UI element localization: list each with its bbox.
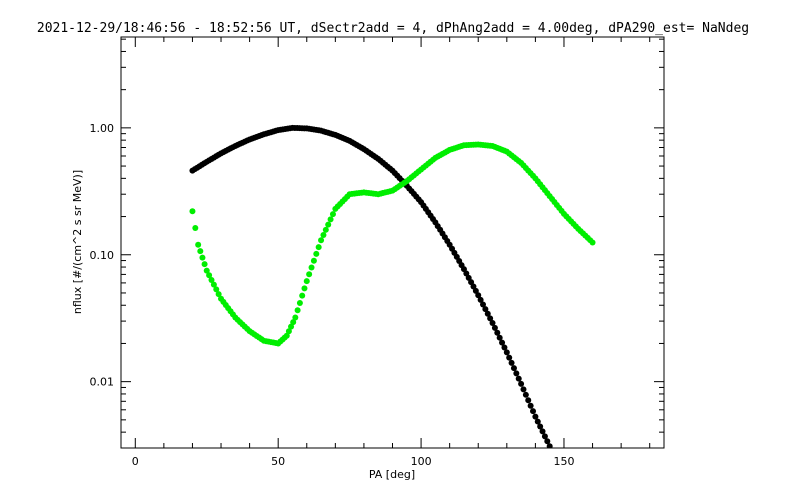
series-2-point — [296, 299, 303, 306]
series-2-point — [310, 257, 317, 264]
series-2-point — [292, 314, 299, 321]
series-2-point — [303, 278, 310, 285]
series-1-point — [508, 359, 515, 366]
series-1-point — [539, 428, 546, 435]
series-1-point — [475, 292, 482, 299]
x-axis-label: PA [deg] — [369, 468, 415, 481]
series-2-point — [197, 248, 204, 255]
series-2-point — [322, 226, 329, 233]
series-2-point — [288, 323, 295, 330]
series-1-point — [532, 413, 539, 420]
series-1-point — [510, 365, 517, 372]
y-tick-label: 0.10 — [90, 249, 115, 262]
series-1-point — [546, 443, 553, 448]
series-1-point — [482, 306, 489, 313]
series-1-point — [563, 481, 569, 487]
series-1-point — [544, 438, 551, 445]
x-tick-label: 0 — [132, 455, 139, 468]
series-2 — [189, 141, 596, 347]
x-tick-label: 100 — [411, 455, 432, 468]
series-1-point — [506, 354, 513, 361]
series-2-point — [318, 237, 325, 244]
series-2-point — [290, 319, 297, 326]
chart-title: 2021-12-29/18:46:56 - 18:52:56 UT, dSect… — [37, 21, 749, 36]
y-tick-labels: 0.01 0.10 1.00 — [90, 122, 115, 389]
series-2-point — [213, 286, 220, 293]
series-2-point — [208, 276, 215, 283]
series-1-point — [503, 349, 510, 356]
series-1-point — [541, 433, 548, 440]
series-2-point — [189, 208, 196, 215]
series-2-point — [285, 328, 292, 335]
series-1-point — [525, 397, 532, 404]
series-2-point — [294, 307, 301, 314]
series-1-point — [527, 402, 534, 409]
series-2-point — [206, 272, 213, 279]
series-2-point — [210, 281, 217, 288]
series-1 — [189, 124, 576, 500]
series-2-point — [203, 267, 210, 274]
series-1-point — [559, 471, 565, 477]
series-2-point — [301, 285, 308, 292]
plot-frame — [120, 36, 665, 449]
series-1-point — [570, 495, 576, 500]
series-1-point — [518, 380, 525, 387]
series-1-point — [487, 315, 494, 322]
series-1-point — [530, 408, 537, 415]
series-1-point — [534, 418, 541, 425]
series-2-point — [195, 241, 202, 248]
series-2-point — [306, 271, 313, 278]
series-1-point — [522, 391, 529, 398]
series-1-point — [566, 486, 572, 492]
series-1-point — [513, 370, 520, 377]
series-1-point — [520, 386, 527, 393]
series-1-point — [496, 334, 503, 341]
series-2-point — [329, 211, 336, 218]
series-1-point — [549, 449, 555, 455]
x-tick-label: 150 — [553, 455, 574, 468]
series-2-point — [283, 332, 290, 339]
series-1-point — [515, 375, 522, 382]
series-1-point — [489, 319, 496, 326]
series-1-point — [477, 296, 484, 303]
series-2-point — [201, 261, 208, 268]
series-2-point — [308, 264, 315, 271]
series-1-point — [484, 310, 491, 317]
series-2-point — [325, 221, 332, 228]
x-tick-labels: 0 50 100 150 — [132, 455, 575, 468]
series-1-point — [491, 324, 498, 331]
series-2-point — [199, 254, 206, 261]
series-2-point — [215, 291, 222, 298]
series-2-point — [299, 292, 306, 299]
series-1-point — [561, 476, 567, 482]
x-tick-label: 50 — [271, 455, 285, 468]
series-2-point — [320, 232, 327, 239]
series-1-point — [568, 491, 574, 497]
series-1-point — [499, 339, 506, 346]
series-1-point — [480, 301, 486, 308]
series-1-point — [494, 329, 501, 336]
series-2-point — [327, 216, 334, 223]
series-2-point — [192, 225, 199, 232]
y-tick-label: 1.00 — [90, 122, 115, 135]
data-series — [189, 124, 596, 500]
axis-ticks — [121, 37, 664, 449]
series-2-point — [589, 239, 596, 246]
series-1-point — [537, 423, 544, 430]
series-2-point — [315, 244, 322, 251]
y-tick-label: 0.01 — [90, 376, 115, 389]
y-axis-label: nflux [#/(cm^2 s sr MeV)] — [71, 170, 84, 314]
series-2-point — [313, 250, 320, 257]
series-1-point — [501, 344, 508, 351]
